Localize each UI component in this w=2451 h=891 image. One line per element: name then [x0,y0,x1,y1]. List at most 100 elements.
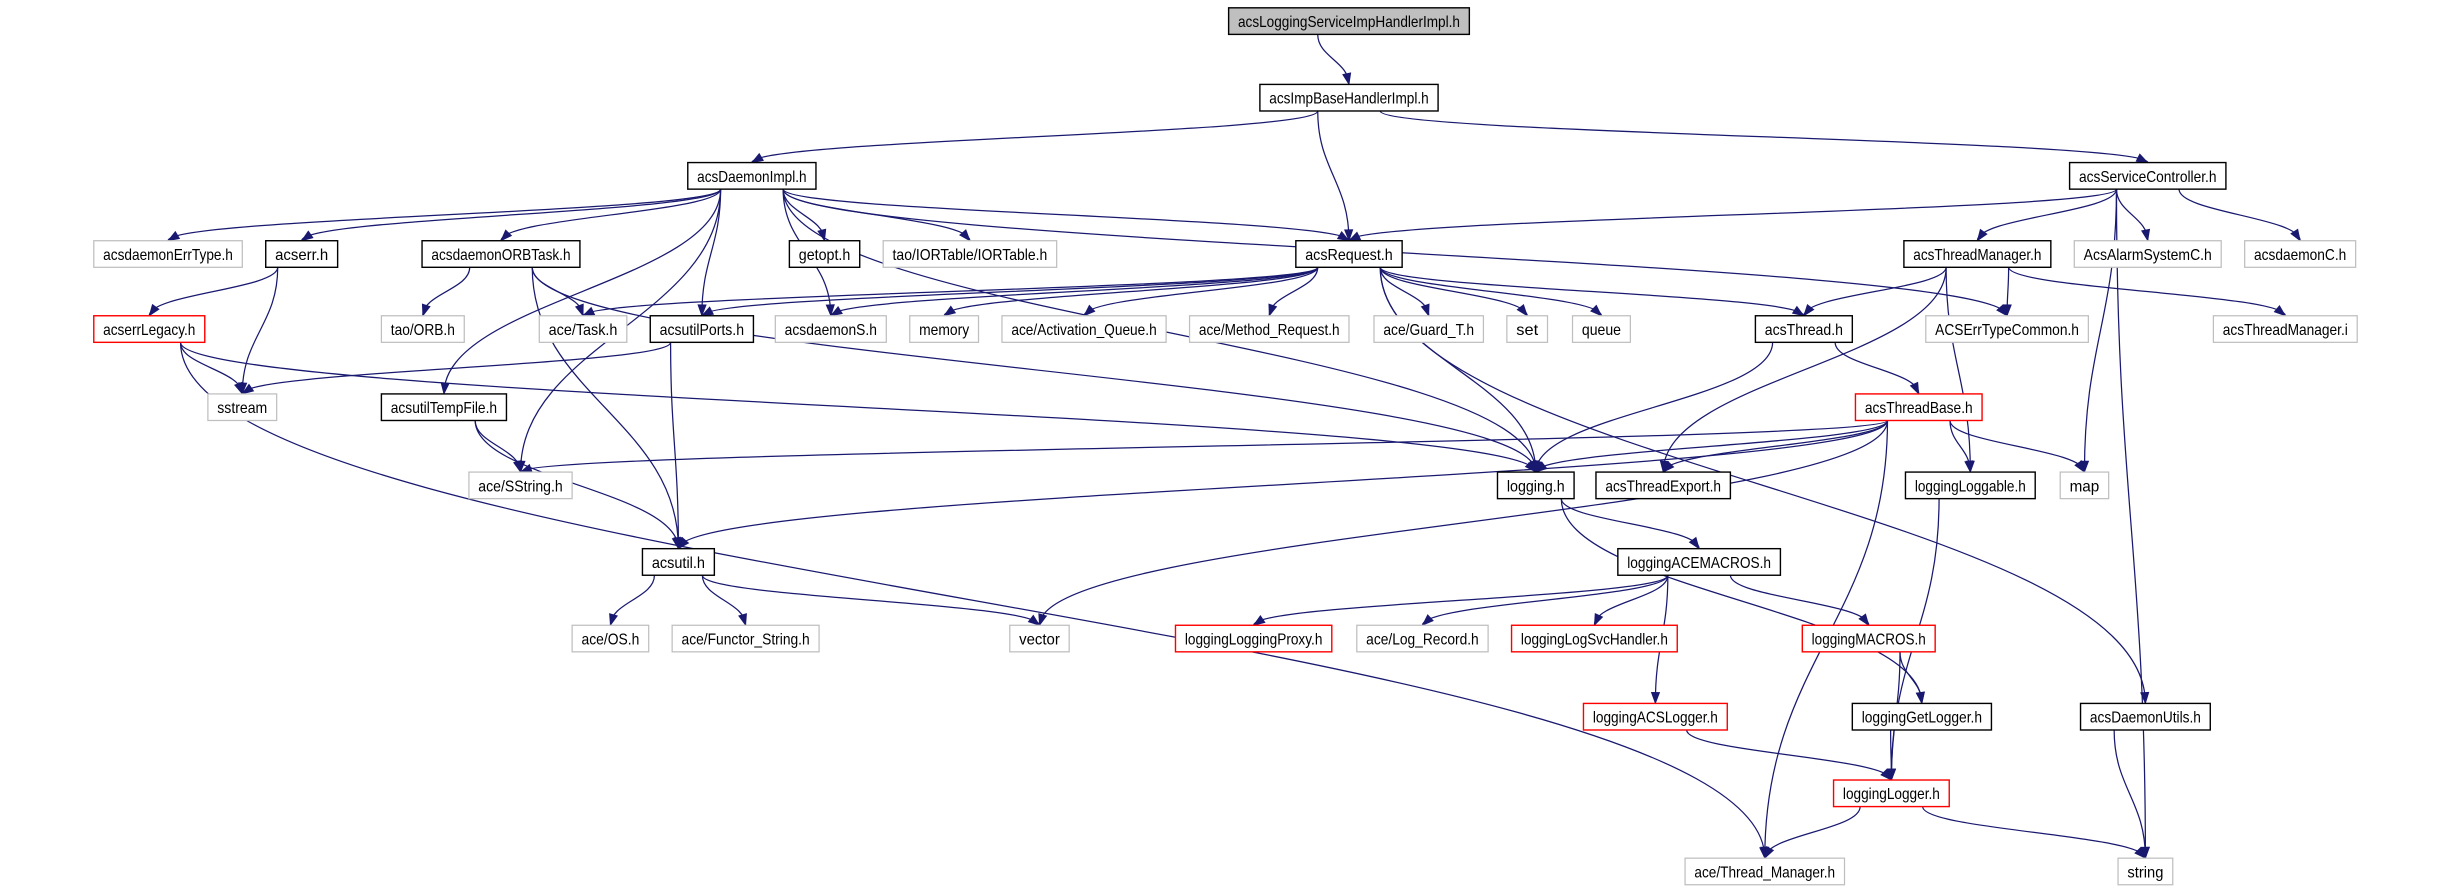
node-logger[interactable]: loggingLogger.h [1832,779,1950,808]
node-box[interactable] [1582,702,1728,731]
node-orb[interactable]: tao/ORB.h [380,315,465,343]
node-box[interactable] [1295,240,1403,269]
node-logrecord[interactable]: ace/Log_Record.h [1356,624,1489,653]
node-vector[interactable]: vector [1009,624,1070,653]
node-box[interactable] [1496,471,1575,500]
node-request[interactable]: acsRequest.h [1295,240,1403,269]
node-map[interactable]: map [2059,471,2110,500]
node-svchandler[interactable]: loggingLogSvcHandler.h [1510,624,1678,653]
node-box[interactable] [1227,7,1471,36]
node-threadmgri[interactable]: acsThreadManager.i [2212,315,2358,343]
node-errtype[interactable]: acsdaemonErrType.h [93,240,243,268]
node-box[interactable] [1754,315,1854,344]
node-threadmgr[interactable]: acsThreadManager.h [1903,240,2052,269]
node-box[interactable] [1854,393,1983,422]
node-sstream[interactable]: sstream [207,393,278,422]
node-acserr[interactable]: acserr.h [265,240,339,269]
node-set[interactable]: set [1506,315,1549,343]
node-box[interactable] [1832,779,1950,808]
node-memory[interactable]: memory [909,315,980,343]
node-macros[interactable]: loggingMACROS.h [1801,624,1936,653]
node-box[interactable] [909,315,980,343]
node-box[interactable] [1903,240,2052,269]
node-impbase[interactable]: acsImpBaseHandlerImpl.h [1259,83,1439,112]
node-os[interactable]: ace/OS.h [571,624,650,653]
node-daemonutils[interactable]: acsDaemonUtils.h [2079,702,2211,731]
node-box[interactable] [93,240,243,268]
node-box[interactable] [774,315,887,343]
node-alarm[interactable]: AcsAlarmSystemC.h [2073,240,2222,268]
node-box[interactable] [1595,471,1732,500]
node-box[interactable] [788,240,861,269]
node-box[interactable] [671,624,820,653]
node-acemacros[interactable]: loggingACEMACROS.h [1617,547,1782,576]
node-box[interactable] [882,240,1058,268]
node-daemonc[interactable]: acsdaemonC.h [2244,240,2357,268]
node-box[interactable] [1259,83,1439,112]
node-threadmanager_ace[interactable]: ace/Thread_Manager.h [1684,857,1846,886]
node-box[interactable] [1174,624,1333,653]
node-methreq[interactable]: ace/Method_Request.h [1188,315,1350,343]
node-iortable[interactable]: tao/IORTable/IORTable.h [882,240,1058,268]
node-string[interactable]: string [2117,857,2174,886]
node-box[interactable] [2059,471,2110,500]
node-box[interactable] [1009,624,1070,653]
node-logging[interactable]: logging.h [1496,471,1575,500]
node-proxy[interactable]: loggingLoggingProxy.h [1174,624,1333,653]
node-box[interactable] [2117,857,2174,886]
node-box[interactable] [571,624,650,653]
node-queue[interactable]: queue [1571,315,1631,343]
node-box[interactable] [1001,315,1167,343]
node-getopt[interactable]: getopt.h [788,240,861,269]
node-guard[interactable]: ace/Guard_T.h [1373,315,1485,343]
node-threadexport[interactable]: acsThreadExport.h [1595,471,1732,500]
node-orbtask[interactable]: acsdaemonORBTask.h [421,240,581,269]
node-box[interactable] [1851,702,1993,731]
node-box[interactable] [380,393,508,422]
node-box[interactable] [1188,315,1350,343]
node-box[interactable] [1801,624,1936,653]
node-daemonimpl[interactable]: acsDaemonImpl.h [687,161,817,190]
node-box[interactable] [2068,161,2227,190]
node-root[interactable]: acsLoggingServiceImpHandlerImpl.h [1227,7,1471,36]
node-box[interactable] [93,315,206,344]
node-box[interactable] [421,240,581,269]
node-tempfile[interactable]: acsutilTempFile.h [380,393,508,422]
node-box[interactable] [1684,857,1846,886]
node-daemons[interactable]: acsdaemonS.h [774,315,887,343]
node-getlogger[interactable]: loggingGetLogger.h [1851,702,1993,731]
node-box[interactable] [207,393,278,422]
node-task[interactable]: ace/Task.h [538,315,628,343]
node-box[interactable] [2244,240,2357,268]
node-box[interactable] [649,315,755,344]
node-ports[interactable]: acsutilPorts.h [649,315,755,344]
node-functor[interactable]: ace/Functor_String.h [671,624,820,653]
node-box[interactable] [468,471,573,500]
node-threadbase[interactable]: acsThreadBase.h [1854,393,1983,422]
node-box[interactable] [1356,624,1489,653]
node-box[interactable] [2073,240,2222,268]
node-acslogger[interactable]: loggingACSLogger.h [1582,702,1728,731]
node-box[interactable] [687,161,817,190]
node-errlegacy[interactable]: acserrLegacy.h [93,315,206,344]
node-box[interactable] [1571,315,1631,343]
node-servicectrl[interactable]: acsServiceController.h [2068,161,2227,190]
node-loggable[interactable]: loggingLoggable.h [1904,471,2036,500]
node-box[interactable] [2079,702,2211,731]
node-box[interactable] [1506,315,1549,343]
node-acsutil[interactable]: acsutil.h [641,547,716,576]
node-box[interactable] [1925,315,2089,343]
node-box[interactable] [265,240,339,269]
node-actq[interactable]: ace/Activation_Queue.h [1001,315,1167,343]
node-sstring[interactable]: ace/SString.h [468,471,573,500]
node-box[interactable] [641,547,716,576]
node-box[interactable] [1510,624,1678,653]
node-box[interactable] [1373,315,1485,343]
node-box[interactable] [1617,547,1782,576]
node-box[interactable] [538,315,628,343]
node-box[interactable] [2212,315,2358,343]
node-box[interactable] [380,315,465,343]
node-box[interactable] [1904,471,2036,500]
node-errcommon[interactable]: ACSErrTypeCommon.h [1925,315,2089,343]
node-thread[interactable]: acsThread.h [1754,315,1854,344]
